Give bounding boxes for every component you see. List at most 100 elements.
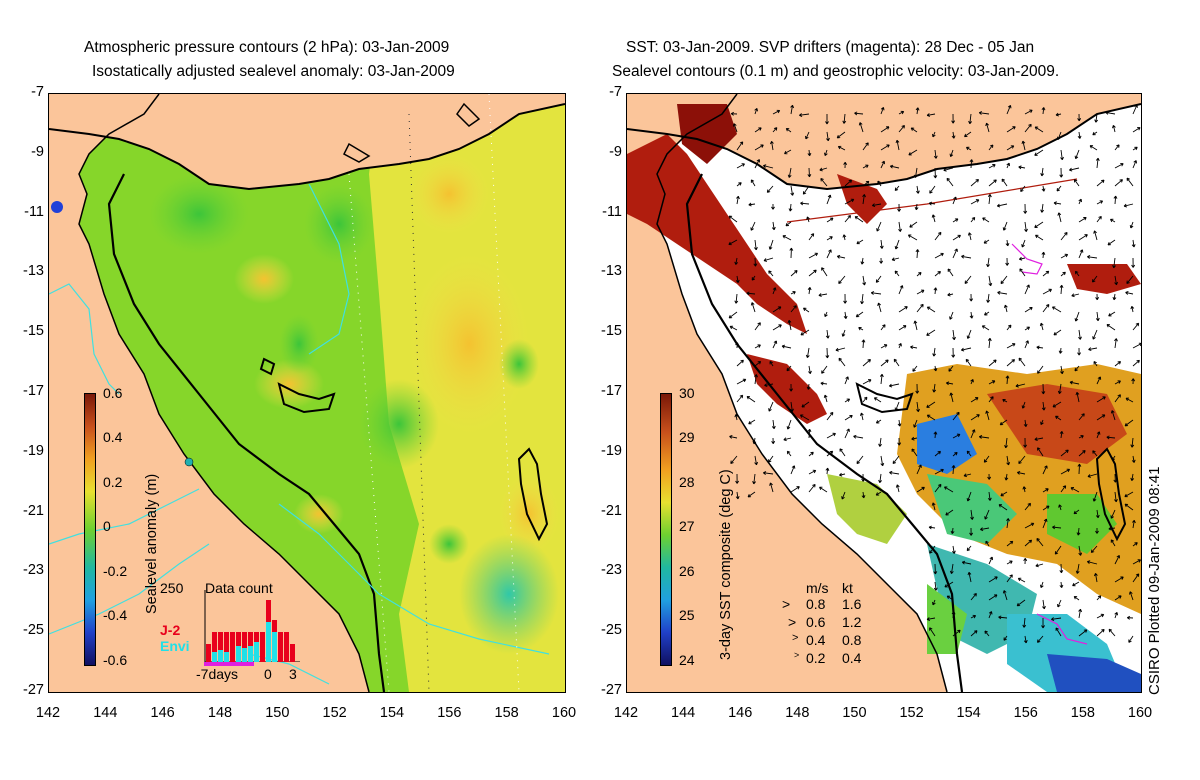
velocity-arrow bbox=[854, 216, 864, 223]
velocity-arrow bbox=[784, 149, 792, 155]
velocity-arrow bbox=[1078, 629, 1088, 637]
velocity-arrow bbox=[970, 429, 976, 439]
velocity-arrow bbox=[949, 149, 954, 158]
velocity-arrow bbox=[754, 144, 764, 151]
velocity-arrow bbox=[877, 180, 882, 187]
velocity-arrow bbox=[807, 167, 812, 178]
velocity-arrow bbox=[1035, 234, 1044, 241]
velocity-arrow bbox=[913, 419, 918, 428]
velocity-arrow bbox=[844, 179, 853, 187]
velocity-arrow bbox=[825, 329, 830, 339]
velocity-arrow bbox=[952, 196, 957, 205]
velocity-arrow bbox=[926, 414, 936, 421]
velocity-arrow bbox=[790, 305, 797, 313]
velocity-arrow bbox=[856, 455, 864, 465]
velocity-arrow bbox=[1034, 221, 1044, 228]
velocity-arrow bbox=[945, 509, 954, 516]
velocity-arrow bbox=[984, 630, 990, 637]
velocity-arrow bbox=[1053, 201, 1062, 206]
velocity-arrow bbox=[1023, 419, 1028, 428]
velocity-arrow bbox=[1087, 255, 1098, 259]
velocity-arrow bbox=[1024, 502, 1032, 511]
velocity-arrow bbox=[879, 373, 884, 385]
velocity-arrow bbox=[932, 383, 937, 393]
velocity-arrow bbox=[1096, 215, 1102, 223]
right-y-axis-tick: -21 bbox=[601, 502, 622, 519]
velocity-arrow bbox=[844, 214, 851, 223]
velocity-arrow bbox=[1124, 491, 1134, 498]
histogram-bar-j2 bbox=[212, 632, 217, 662]
histogram-bar-j2 bbox=[230, 632, 235, 662]
velocity-arrow bbox=[1129, 221, 1134, 229]
velocity-arrow bbox=[1017, 577, 1026, 583]
velocity-arrow bbox=[988, 144, 994, 151]
velocity-arrow bbox=[1132, 342, 1141, 349]
velocity-arrow bbox=[825, 467, 830, 475]
velocity-arrow bbox=[1096, 179, 1105, 187]
velocity-arrow bbox=[1126, 275, 1134, 284]
right-y-axis-tick: -15 bbox=[601, 323, 622, 340]
velocity-arrow bbox=[1018, 455, 1026, 465]
velocity-arrow bbox=[1023, 635, 1028, 644]
velocity-arrow bbox=[1131, 257, 1136, 268]
velocity-arrow bbox=[964, 131, 972, 138]
velocity-arrow bbox=[750, 302, 756, 313]
velocity-arrow bbox=[952, 629, 961, 637]
velocity-arrow bbox=[1024, 539, 1033, 547]
velocity-arrow bbox=[730, 111, 738, 116]
velocity-arrow bbox=[1023, 557, 1028, 565]
velocity-arrow bbox=[1132, 322, 1140, 331]
velocity-arrow bbox=[1005, 375, 1010, 385]
velocity-arrow bbox=[808, 252, 819, 259]
velocity-arrow bbox=[1078, 198, 1082, 205]
velocity-arrow bbox=[880, 344, 888, 349]
velocity-arrow bbox=[913, 167, 918, 178]
velocity-arrow bbox=[772, 287, 777, 295]
velocity-arrow bbox=[1059, 284, 1064, 295]
velocity-arrow bbox=[839, 472, 846, 477]
velocity-arrow bbox=[790, 291, 796, 295]
velocity-arrow bbox=[1040, 419, 1044, 426]
velocity-arrow bbox=[982, 217, 990, 223]
velocity-arrow bbox=[860, 257, 865, 265]
velocity-arrow bbox=[1074, 270, 1080, 277]
velocity-arrow bbox=[970, 630, 978, 637]
velocity-arrow bbox=[772, 324, 782, 331]
velocity-arrow bbox=[879, 257, 884, 264]
velocity-arrow bbox=[1024, 123, 1032, 133]
velocity-arrow bbox=[1111, 455, 1116, 461]
left-x-axis-tick: 160 bbox=[551, 705, 577, 721]
velocity-arrow bbox=[1105, 110, 1116, 115]
velocity-arrow bbox=[1041, 107, 1046, 115]
velocity-arrow bbox=[1096, 431, 1101, 439]
velocity-arrow bbox=[754, 361, 762, 367]
velocity-arrow bbox=[1126, 177, 1134, 187]
velocity-arrow bbox=[1021, 140, 1026, 151]
velocity-arrow bbox=[800, 201, 810, 206]
velocity-arrow bbox=[801, 401, 810, 408]
velocity-arrow bbox=[1000, 491, 1008, 497]
sst-colorbar-label: 3-day SST composite (deg C) bbox=[718, 469, 734, 660]
velocity-arrow bbox=[969, 527, 974, 536]
histogram-bar-envi bbox=[236, 646, 241, 662]
sst-colorbar-tick: 26 bbox=[679, 563, 695, 579]
velocity-arrow bbox=[1058, 504, 1062, 511]
velocity-arrow bbox=[807, 149, 812, 157]
velocity-arrow bbox=[805, 131, 810, 140]
velocity-arrow bbox=[807, 428, 812, 439]
velocity-arrow bbox=[1114, 144, 1120, 151]
velocity-arrow bbox=[799, 113, 810, 117]
velocity-arrow bbox=[931, 502, 936, 511]
velocity-arrow bbox=[763, 471, 774, 475]
velocity-arrow bbox=[1113, 473, 1118, 483]
histogram-bar-envi bbox=[242, 648, 247, 662]
velocity-arrow bbox=[772, 306, 782, 313]
velocity-arrow bbox=[790, 270, 798, 277]
velocity-arrow bbox=[1077, 113, 1082, 122]
velocity-arrow bbox=[1006, 359, 1015, 367]
velocity-arrow bbox=[966, 491, 972, 502]
velocity-arrow bbox=[943, 486, 954, 493]
velocity-arrow bbox=[1124, 419, 1134, 427]
velocity-arrow bbox=[1024, 221, 1028, 232]
velocity-arrow bbox=[1024, 109, 1033, 115]
